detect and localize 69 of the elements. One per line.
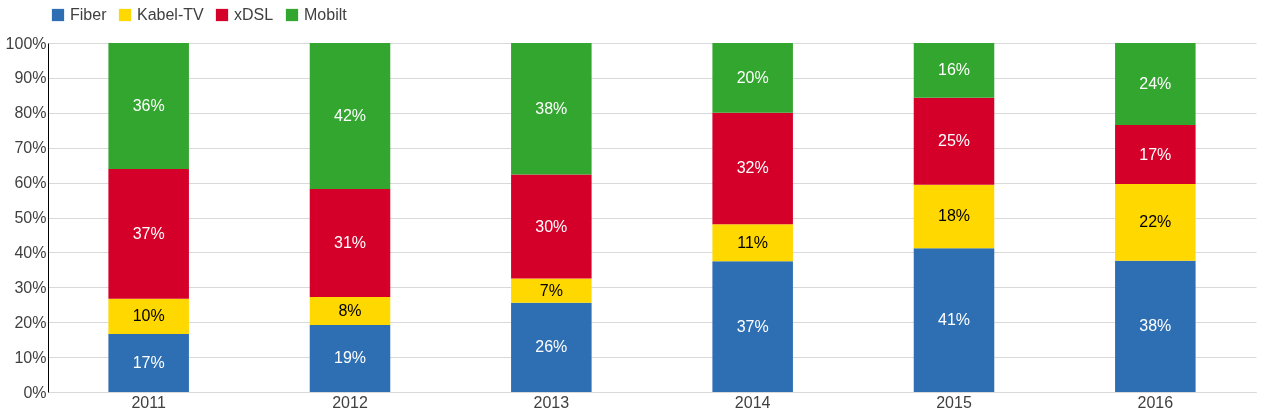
y-tick-label: 70% <box>14 139 47 157</box>
bar <box>309 324 391 392</box>
bar <box>108 334 189 392</box>
bar <box>511 43 592 175</box>
data-label: 20% <box>736 68 769 86</box>
data-label: 7% <box>539 281 563 299</box>
bar <box>712 224 793 262</box>
bar <box>712 43 793 113</box>
legend-label: Fiber <box>70 6 108 23</box>
data-label: 37% <box>132 224 165 242</box>
bar <box>108 298 189 335</box>
bar <box>1115 184 1196 261</box>
bar <box>1115 125 1196 184</box>
data-label: 25% <box>937 132 971 150</box>
bar <box>913 97 995 185</box>
y-tick-label: 0% <box>23 383 47 401</box>
y-tick-label: 20% <box>14 313 47 331</box>
legend-label: Mobilt <box>304 6 348 23</box>
bar <box>108 43 189 169</box>
y-tick-label: 40% <box>14 243 47 261</box>
x-tick-label: 2014 <box>734 393 771 411</box>
bar <box>108 168 189 299</box>
data-label: 26% <box>535 338 568 356</box>
y-tick-label: 60% <box>14 174 47 192</box>
bar <box>913 184 995 249</box>
bar <box>511 278 592 303</box>
x-tick-label: 2011 <box>131 393 166 411</box>
y-tick-label: 50% <box>14 209 47 226</box>
y-tick-label: 10% <box>14 348 47 366</box>
bar <box>1115 43 1196 126</box>
data-label: 32% <box>736 159 769 177</box>
x-tick-label: 2012 <box>332 393 368 411</box>
data-label: 38% <box>1139 317 1172 335</box>
data-label: 8% <box>338 302 362 320</box>
data-label: 38% <box>535 99 568 117</box>
bar <box>309 188 391 298</box>
bar <box>309 43 391 189</box>
data-label: 22% <box>1139 213 1172 231</box>
data-label: 31% <box>333 233 367 251</box>
data-label: 41% <box>937 311 971 329</box>
data-label: 10% <box>132 307 165 325</box>
bar <box>511 174 592 279</box>
data-label: 11% <box>737 233 769 251</box>
data-label: 17% <box>132 354 165 372</box>
x-tick-label: 2013 <box>533 393 570 411</box>
bar <box>712 261 793 392</box>
y-tick-label: 100% <box>5 34 47 52</box>
data-label: 16% <box>937 61 971 79</box>
bar <box>511 302 592 392</box>
bar <box>309 297 391 325</box>
data-label: 30% <box>535 217 568 235</box>
y-tick-label: 80% <box>14 104 47 122</box>
legend-label: xDSL <box>234 6 274 23</box>
bar <box>1115 260 1196 392</box>
data-label: 36% <box>132 96 165 114</box>
data-label: 19% <box>333 349 367 367</box>
y-tick-label: 30% <box>14 278 47 296</box>
x-tick-label: 2015 <box>936 393 972 411</box>
data-label: 42% <box>333 106 367 124</box>
bar <box>913 248 995 392</box>
data-label: 17% <box>1139 145 1172 163</box>
bar <box>913 43 995 98</box>
bar <box>712 112 793 225</box>
y-tick-label: 90% <box>14 69 47 87</box>
data-label: 37% <box>736 317 769 335</box>
data-label: 24% <box>1139 75 1172 93</box>
x-tick-label: 2016 <box>1137 393 1174 411</box>
legend-label: Kabel-TV <box>137 6 205 23</box>
data-label: 18% <box>937 207 971 225</box>
